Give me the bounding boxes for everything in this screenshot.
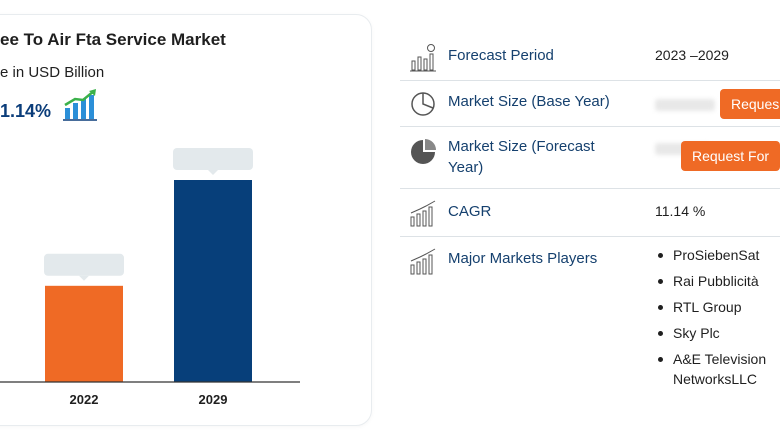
chart-unit-label: e in USD Billion: [0, 64, 105, 81]
forecast-period-value: 2023 –2029: [655, 47, 729, 63]
cagr-label: CAGR: [448, 203, 492, 220]
bar-value-label-box: [173, 148, 253, 170]
bar-2029: [174, 180, 252, 382]
x-tick-label: 2029: [199, 392, 228, 407]
list-item: Rai Pubblicità: [655, 271, 775, 291]
row-market-size-forecast: Market Size (Forecast Year) Request For: [400, 127, 780, 189]
row-market-size-base: Market Size (Base Year) Reques: [400, 81, 780, 127]
bar-value-label-box: [44, 253, 124, 276]
bar-growth-icon: [410, 248, 436, 275]
chart-title: ee To Air Fta Service Market: [0, 30, 226, 49]
forecast-period-label: Forecast Period: [448, 47, 554, 64]
list-item: Sky Plc: [655, 323, 775, 343]
bar-value-label-pointer: [79, 275, 89, 281]
request-button-forecast[interactable]: Request For: [681, 141, 780, 171]
pie-filled-icon: [411, 139, 436, 164]
growth-chart-icon: [63, 89, 97, 121]
list-item: A&E Television NetworksLLC: [655, 349, 775, 389]
cagr-highlight: 1.14%: [0, 101, 52, 121]
market-size-forecast-label: Market Size (Forecast Year): [448, 138, 595, 176]
request-button-base[interactable]: Reques: [720, 89, 780, 119]
forecast-chart-icon: [410, 44, 436, 72]
pie-outline-icon: [411, 92, 435, 116]
major-players-label: Major Markets Players: [448, 250, 598, 267]
row-cagr: CAGR 11.14 %: [400, 189, 780, 237]
list-item: RTL Group: [655, 297, 775, 317]
list-item: ProSiebenSat: [655, 245, 775, 265]
market-size-base-label: Market Size (Base Year): [448, 93, 610, 110]
blurred-value: [655, 99, 715, 111]
bar-growth-icon: [410, 200, 436, 227]
row-forecast-period: Forecast Period 2023 –2029: [400, 33, 780, 81]
cagr-value: 11.14 %: [655, 203, 706, 219]
x-tick-label: 2022: [70, 392, 99, 407]
bar-value-label-pointer: [208, 170, 218, 175]
players-list: ProSiebenSat Rai Pubblicità RTL Group Sk…: [655, 245, 775, 395]
bar-chart: 2022 2029: [0, 148, 300, 407]
row-major-players: Major Markets Players ProSiebenSat Rai P…: [400, 237, 780, 407]
summary-table: Forecast Period 2023 –2029 Market Size (…: [400, 33, 780, 407]
bar-2022: [45, 285, 123, 382]
